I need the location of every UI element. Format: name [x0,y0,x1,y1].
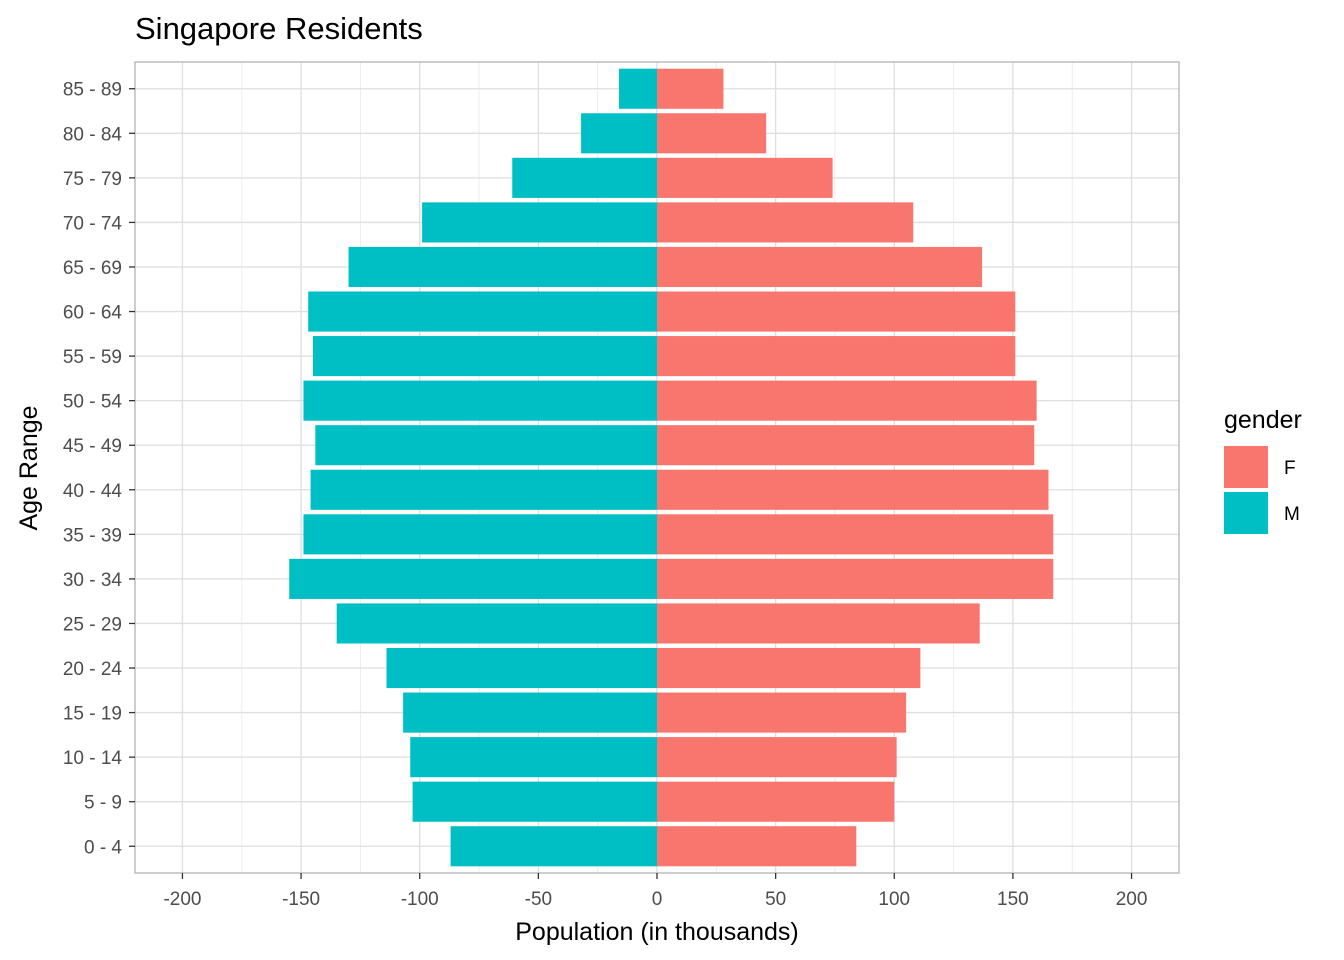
bar-f-35-39 [657,514,1054,555]
y-axis: 0 - 4 5 - 9 10 - 14 15 - 19 20 - 24 25 - 29 30… [63,80,135,858]
bar-m-80-84 [581,113,657,154]
y-tick-label: 10 - 14 [63,748,123,769]
bar-f-5-9 [657,781,895,822]
bar-f-45-49 [657,425,1035,466]
x-tick-label: -200 [163,889,201,910]
x-tick-label: 150 [997,889,1029,910]
bar-m-15-19 [403,692,657,733]
x-axis-title: Population (in thousands) [515,918,799,946]
y-tick-label: 80 - 84 [63,124,123,145]
x-tick-label: -150 [282,889,320,910]
y-tick-label: 0 - 4 [84,837,122,858]
x-tick-label: 0 [652,889,663,910]
bar-m-30-34 [289,558,657,599]
x-tick-label: -50 [525,889,552,910]
y-tick-label: 30 - 34 [63,570,123,591]
x-tick-label: -100 [401,889,439,910]
y-tick-label: 85 - 89 [63,80,122,101]
y-tick-label: 45 - 49 [63,436,122,457]
bar-f-70-74 [657,202,914,243]
bar-m-5-9 [412,781,657,822]
bar-m-70-74 [422,202,657,243]
bar-m-40-44 [310,469,657,510]
bar-f-10-14 [657,737,897,778]
legend-items: FM [1224,446,1300,534]
legend-label-m: M [1284,504,1300,525]
bars-layer [289,68,1054,867]
y-axis-title: Age Range [15,405,43,530]
chart-title: Singapore Residents [135,11,423,46]
bar-f-85-89 [657,68,724,109]
x-tick-label: 200 [1116,889,1148,910]
bar-f-55-59 [657,336,1016,377]
bar-m-85-89 [619,68,657,109]
y-tick-label: 35 - 39 [63,525,122,546]
legend-key-m [1224,492,1268,534]
bar-f-60-64 [657,291,1016,332]
x-tick-label: 100 [878,889,910,910]
bar-f-25-29 [657,603,980,644]
bar-f-80-84 [657,113,767,154]
legend-key-f [1224,446,1268,488]
bar-f-50-54 [657,380,1037,421]
bar-f-30-34 [657,558,1054,599]
bar-m-45-49 [315,425,657,466]
legend-title: gender [1224,406,1302,434]
legend-label-f: F [1284,458,1296,479]
y-tick-label: 25 - 29 [63,614,122,635]
bar-m-55-59 [312,336,657,377]
y-tick-label: 20 - 24 [63,659,123,680]
bar-f-65-69 [657,246,983,288]
legend: gender FM [1224,406,1302,534]
bar-f-40-44 [657,469,1049,510]
bar-m-50-54 [303,380,657,421]
y-tick-label: 5 - 9 [84,793,122,814]
y-tick-label: 40 - 44 [63,481,123,502]
bar-m-60-64 [308,291,657,332]
bar-m-0-4 [450,826,657,867]
x-tick-label: 50 [765,889,786,910]
bar-m-10-14 [410,737,657,778]
y-tick-label: 50 - 54 [63,392,123,413]
bar-m-25-29 [336,603,657,644]
bar-m-35-39 [303,514,657,555]
y-tick-label: 15 - 19 [63,704,122,725]
bar-m-20-24 [386,647,657,689]
y-tick-label: 65 - 69 [63,258,122,279]
bar-m-65-69 [348,246,657,288]
bar-m-75-79 [512,157,657,198]
y-tick-label: 75 - 79 [63,169,122,190]
y-tick-label: 70 - 74 [63,213,123,234]
bar-f-20-24 [657,647,921,689]
y-tick-label: 55 - 59 [63,347,122,368]
y-tick-label: 60 - 64 [63,303,123,324]
bar-f-75-79 [657,157,833,198]
x-axis: -200 -150 -100 -50 0 50 100 150 200 [163,873,1147,910]
bar-f-15-19 [657,692,907,733]
bar-f-0-4 [657,826,857,867]
